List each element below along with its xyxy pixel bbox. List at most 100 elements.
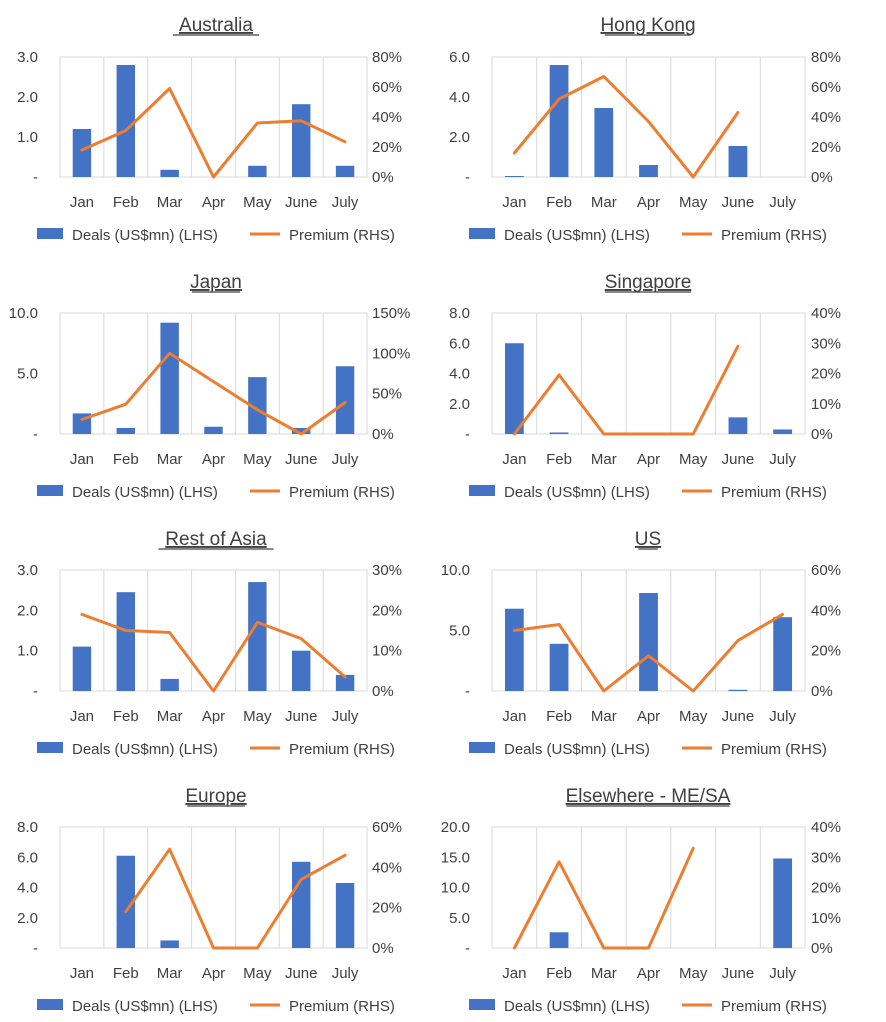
legend-bar-swatch xyxy=(37,742,63,753)
right-axis-tick-label: 20% xyxy=(372,139,402,156)
legend-line-label: Premium (RHS) xyxy=(289,998,395,1015)
left-axis-tick-label: 2.0 xyxy=(449,129,470,146)
right-axis-tick-label: 40% xyxy=(811,109,841,126)
deals-bar xyxy=(160,169,179,177)
deals-bar xyxy=(292,650,311,691)
deals-bar xyxy=(639,165,658,177)
chart-panel-4: Singapore - 2.0 4.0 6.0 8.0 0% 10% 20% 30% 40% Jan F… xyxy=(449,272,841,501)
deals-bar xyxy=(728,417,748,434)
left-axis-tick-label: 2.0 xyxy=(17,910,38,927)
chart-title: Elsewhere - ME/SA xyxy=(566,786,731,807)
legend-bar-label: Deals (US$mn) (LHS) xyxy=(72,741,218,758)
left-axis-tick-label: 6.0 xyxy=(449,49,470,66)
category-label: Apr xyxy=(202,708,225,725)
chart-panel-3: Japan - 5.0 10.0 0% 50% 100% 150% Jan Feb Mar Apr Ma… xyxy=(9,272,411,501)
left-axis-tick-label: 3.0 xyxy=(17,49,38,66)
left-axis-tick-label: 4.0 xyxy=(449,89,470,106)
premium-line xyxy=(512,75,740,179)
plot-frame xyxy=(59,569,368,692)
category-label: May xyxy=(243,965,272,982)
deals-bar xyxy=(248,582,267,691)
category-label: June xyxy=(722,194,755,211)
category-label: July xyxy=(769,451,796,468)
category-label: Feb xyxy=(113,965,139,982)
right-axis-tick-label: 20% xyxy=(811,366,841,383)
left-axis-tick-label: - xyxy=(33,169,38,186)
right-axis-tick-label: 60% xyxy=(372,819,402,836)
legend-bar-swatch xyxy=(37,485,63,496)
left-axis-tick-label: 3.0 xyxy=(17,562,38,579)
chart-title: Singapore xyxy=(605,272,692,293)
category-label: Mar xyxy=(591,451,617,468)
right-axis-tick-label: 20% xyxy=(811,139,841,156)
left-axis-tick-label: 10.0 xyxy=(9,305,38,322)
left-axis-tick-label: - xyxy=(33,683,38,700)
premium-line xyxy=(124,847,347,950)
premium-line xyxy=(80,612,347,693)
left-axis-tick-label: - xyxy=(465,683,470,700)
left-axis-tick-label: 2.0 xyxy=(449,396,470,413)
category-label: June xyxy=(285,194,318,211)
chart-panel-6: US - 5.0 10.0 0% 20% 40% 60% Jan Feb Mar Apr May June… xyxy=(441,529,841,758)
deals-bar xyxy=(72,129,92,177)
deals-bar xyxy=(116,65,135,177)
left-axis-tick-label: 4.0 xyxy=(17,880,38,897)
deals-bar xyxy=(549,643,569,691)
deals-bar xyxy=(335,882,355,948)
right-axis-tick-label: 150% xyxy=(372,305,410,322)
premium-line xyxy=(80,351,347,436)
category-label: June xyxy=(722,708,755,725)
plot-frame xyxy=(491,826,806,949)
left-axis-tick-label: 1.0 xyxy=(17,643,38,660)
right-axis-tick-label: 10% xyxy=(811,396,841,413)
premium-line xyxy=(512,846,695,950)
left-axis-tick-label: 8.0 xyxy=(17,819,38,836)
chart-title: Japan xyxy=(190,272,242,293)
right-axis-tick-label: 20% xyxy=(372,900,402,917)
legend-bar-label: Deals (US$mn) (LHS) xyxy=(72,998,218,1015)
category-label: July xyxy=(769,965,796,982)
chart-title: Rest of Asia xyxy=(165,529,267,550)
chart-panel-7: Europe - 2.0 4.0 6.0 8.0 0% 20% 40% 60% Jan Feb Mar A… xyxy=(17,786,402,1015)
category-label: June xyxy=(285,965,318,982)
chart-panel-5: Rest of Asia - 1.0 2.0 3.0 0% 10% 20% 30% Jan Feb M… xyxy=(17,529,402,758)
deals-bar xyxy=(292,427,311,434)
deals-bar xyxy=(116,427,135,434)
right-axis-tick-label: 40% xyxy=(811,305,841,322)
legend-line-label: Premium (RHS) xyxy=(289,227,395,244)
category-label: Apr xyxy=(202,451,225,468)
category-label: Feb xyxy=(546,451,572,468)
right-axis-tick-label: 80% xyxy=(372,49,402,66)
right-axis-tick-label: 30% xyxy=(811,849,841,866)
category-label: Apr xyxy=(637,451,660,468)
category-label: July xyxy=(769,708,796,725)
deals-bar xyxy=(773,617,793,691)
chart-title: US xyxy=(635,529,661,550)
plot-frame xyxy=(59,56,368,178)
deals-bar xyxy=(160,678,179,691)
left-axis-tick-label: 5.0 xyxy=(449,910,470,927)
left-axis-tick-label: 5.0 xyxy=(17,366,38,383)
left-axis-tick-label: 4.0 xyxy=(449,366,470,383)
deals-bar xyxy=(549,932,569,948)
category-label: May xyxy=(243,451,272,468)
right-axis-tick-label: 10% xyxy=(372,643,402,660)
right-axis-tick-label: 20% xyxy=(372,602,402,619)
legend-bar-swatch xyxy=(469,228,495,239)
category-label: Feb xyxy=(113,708,139,725)
left-axis-tick-label: 2.0 xyxy=(17,89,38,106)
category-label: June xyxy=(722,965,755,982)
left-axis-tick-label: 8.0 xyxy=(449,305,470,322)
legend-line-label: Premium (RHS) xyxy=(289,741,395,758)
deals-bar xyxy=(504,176,524,177)
legend-bar-swatch xyxy=(37,999,63,1010)
chart-panel-1: Australia - 1.0 2.0 3.0 0% 20% 40% 60% 80% Jan Feb M… xyxy=(17,15,402,244)
left-axis-tick-label: 10.0 xyxy=(441,880,470,897)
category-label: Jan xyxy=(70,451,94,468)
category-label: Apr xyxy=(637,965,660,982)
deals-bar xyxy=(773,429,793,434)
legend-bar-swatch xyxy=(37,228,63,239)
deals-bar xyxy=(292,104,311,177)
legend-bar-label: Deals (US$mn) (LHS) xyxy=(504,484,650,501)
left-axis-tick-label: 6.0 xyxy=(17,849,38,866)
